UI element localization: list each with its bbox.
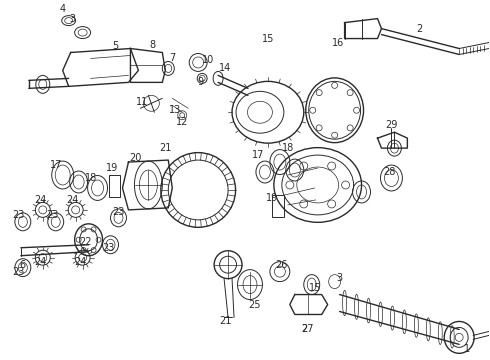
Text: 8: 8 [149,40,155,50]
Text: 23: 23 [47,210,59,220]
Text: 16: 16 [332,37,344,48]
Text: 24: 24 [35,195,47,205]
Text: 23: 23 [112,207,124,217]
Text: 21: 21 [219,316,231,327]
Text: 3: 3 [70,14,76,24]
Text: 22: 22 [79,237,92,247]
Text: 13: 13 [169,105,181,115]
Text: 23: 23 [13,210,25,220]
Text: 11: 11 [136,97,148,107]
Text: 26: 26 [276,260,288,270]
Text: 9: 9 [197,77,203,87]
Text: 25: 25 [249,300,261,310]
Text: 2: 2 [302,324,308,334]
Text: 10: 10 [202,55,214,66]
Text: 7: 7 [169,54,175,63]
Text: 3: 3 [337,273,343,283]
Text: 20: 20 [129,153,142,163]
Text: 4: 4 [60,4,66,14]
Text: 24: 24 [74,257,87,267]
Text: 27: 27 [301,324,314,334]
Text: 24: 24 [67,195,79,205]
Text: 2: 2 [416,24,422,33]
Text: 24: 24 [35,257,47,267]
Text: 19: 19 [106,163,119,173]
Text: 28: 28 [383,167,395,177]
Text: 18: 18 [84,173,97,183]
Text: 21: 21 [159,143,171,153]
Text: 17: 17 [252,150,264,160]
Text: 15: 15 [262,33,274,44]
Text: 6: 6 [20,260,26,270]
Text: 15: 15 [309,283,321,293]
Text: 19: 19 [266,193,278,203]
Text: 18: 18 [282,143,294,153]
Text: 1: 1 [464,345,470,354]
Text: 23: 23 [102,243,115,253]
Text: 12: 12 [176,117,189,127]
Text: 14: 14 [219,63,231,73]
Text: 29: 29 [385,120,397,130]
Text: 17: 17 [49,160,62,170]
Text: 23: 23 [13,267,25,276]
Text: 5: 5 [112,41,119,50]
